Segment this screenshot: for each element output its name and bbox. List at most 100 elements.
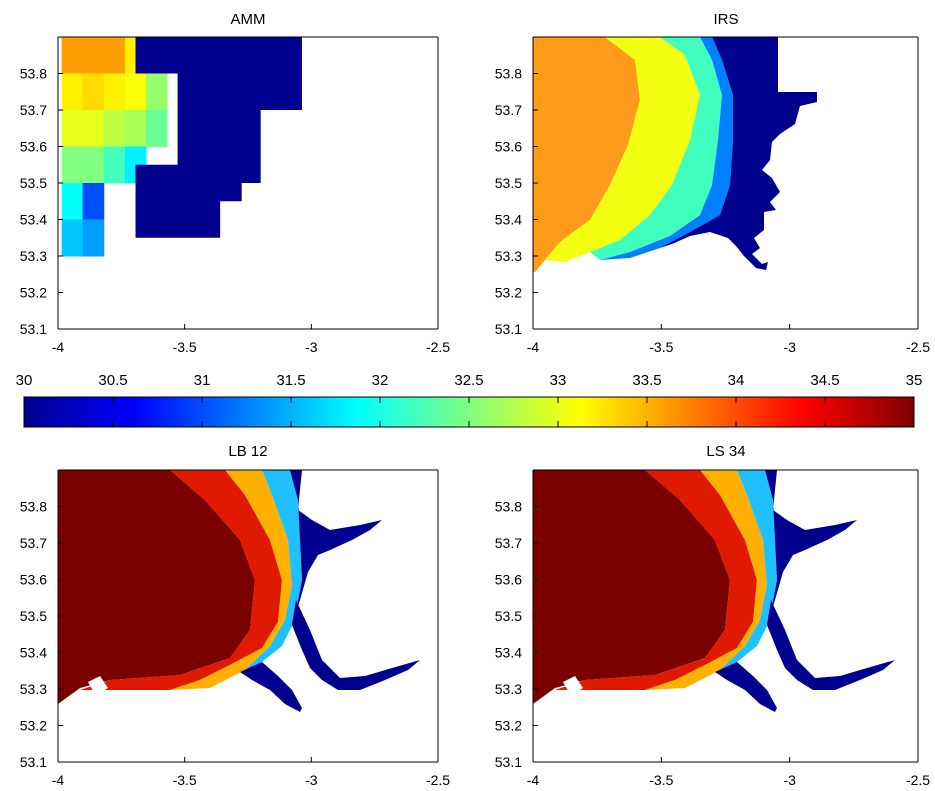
colorbar-tick-label: 34.5 bbox=[810, 372, 839, 389]
estuary-north bbox=[765, 470, 857, 612]
y-tick-label: 53.3 bbox=[20, 248, 47, 264]
salinity-field bbox=[533, 470, 895, 712]
y-tick-label: 53.8 bbox=[20, 499, 47, 515]
low-salinity-region bbox=[135, 37, 302, 238]
x-tick-label: -2.5 bbox=[426, 339, 450, 355]
y-axis: 53.1 53.2 53.3 53.4 53.5 53.6 53.7 53.8 bbox=[20, 37, 63, 337]
y-tick-label: 53.4 bbox=[20, 645, 47, 661]
colorbar-ticks: 30 30.5 31 31.5 32 32.5 33 33.5 34 34.5 35 bbox=[16, 372, 923, 427]
band-30 bbox=[660, 37, 817, 270]
panel-irs: IRS -4 -3.5 -3 -2.5 53.153.253.353.453.553.… bbox=[495, 11, 931, 355]
coast-patch bbox=[88, 676, 108, 696]
panel-title: IRS bbox=[713, 11, 738, 28]
heatmap-cell bbox=[124, 110, 147, 147]
colorbar-tick-label: 33.5 bbox=[632, 372, 661, 389]
estuary-channel bbox=[240, 662, 302, 712]
heatmap-cell bbox=[61, 183, 84, 220]
heatmap-cell bbox=[103, 37, 126, 74]
heatmap-cell bbox=[61, 73, 84, 111]
estuary-south bbox=[292, 600, 420, 690]
x-tick-label: -3 bbox=[783, 772, 796, 788]
heatmap-cell bbox=[124, 73, 147, 111]
panel-title: LS 34 bbox=[706, 443, 745, 460]
panel-title: AMM bbox=[231, 11, 266, 28]
heatmap-cell bbox=[61, 37, 84, 74]
x-tick-label: -4 bbox=[52, 339, 65, 355]
y-tick-label: 53.4 bbox=[495, 645, 522, 661]
panel-lb12: LB 12 -4 -3.5 -3 -2.5 53.153.253.353.453.55… bbox=[20, 443, 451, 788]
y-tick-label: 53.1 bbox=[20, 754, 47, 770]
y-tick-label: 53.6 bbox=[20, 572, 47, 588]
y-tick-label: 53.5 bbox=[20, 608, 47, 624]
y-tick-label: 53.1 bbox=[20, 321, 47, 337]
y-tick-label: 53.6 bbox=[495, 139, 522, 155]
band-35 bbox=[58, 470, 255, 704]
y-tick-label: 53.7 bbox=[495, 535, 522, 551]
band-34 bbox=[533, 37, 640, 272]
y-tick-label: 53.2 bbox=[495, 718, 522, 734]
heatmap-cell bbox=[61, 146, 84, 184]
y-tick-label: 53.3 bbox=[495, 681, 522, 697]
coast-patch bbox=[563, 676, 583, 696]
y-tick-label: 53.7 bbox=[20, 102, 47, 118]
band-32 bbox=[590, 37, 722, 260]
y-tick-label: 53.4 bbox=[495, 212, 522, 228]
heatmap-cell bbox=[82, 37, 105, 74]
y-axis: 53.1 53.2 53.3 53.4 53.5 53.6 53.7 53.8 bbox=[495, 37, 538, 337]
salinity-field bbox=[58, 470, 420, 712]
y-tick-label: 53.3 bbox=[495, 248, 522, 264]
y-tick-label: 53.2 bbox=[20, 718, 47, 734]
x-tick-label: -3 bbox=[305, 339, 318, 355]
y-tick-label: 53.8 bbox=[20, 66, 47, 82]
y-tick-label: 53.6 bbox=[20, 139, 47, 155]
heatmap-cell bbox=[103, 73, 126, 111]
panel-ls34: LS 34 -4 -3.5 -3 -2.5 53.153.253.353.453.55… bbox=[495, 443, 931, 788]
colorbar-tick-label: 32 bbox=[372, 372, 389, 389]
x-axis: -4 -3.5 -3 -2.5 bbox=[52, 757, 450, 788]
band-31 bbox=[600, 37, 733, 260]
y-tick-label: 53.8 bbox=[495, 66, 522, 82]
band-35 bbox=[533, 470, 730, 704]
x-tick-label: -2.5 bbox=[426, 772, 450, 788]
heatmap-cell bbox=[82, 183, 105, 220]
band-31 bbox=[245, 470, 302, 670]
x-axis: -4 -3.5 -3 -2.5 bbox=[527, 757, 930, 788]
y-tick-label: 53.4 bbox=[20, 212, 47, 228]
heatmap-cell bbox=[82, 219, 105, 257]
y-tick-label: 53.7 bbox=[495, 102, 522, 118]
x-tick-label: -2.5 bbox=[906, 339, 930, 355]
y-tick-label: 53.6 bbox=[495, 572, 522, 588]
heatmap-cell bbox=[103, 110, 126, 147]
x-axis: -4 -3.5 -3 -2.5 bbox=[52, 324, 450, 355]
colorbar-tick-label: 34 bbox=[728, 372, 745, 389]
y-tick-label: 53.3 bbox=[20, 681, 47, 697]
colorbar-tick-label: 31.5 bbox=[276, 372, 305, 389]
band-34 bbox=[555, 470, 757, 690]
estuary-south bbox=[767, 600, 895, 690]
heatmap-cell bbox=[82, 110, 105, 147]
heatmap-cell bbox=[145, 110, 168, 147]
heatmap-cell bbox=[103, 146, 126, 184]
heatmap-cell bbox=[82, 73, 105, 111]
y-tick-label: 53.2 bbox=[20, 285, 47, 301]
x-tick-label: -3.5 bbox=[173, 772, 197, 788]
x-tick-label: -4 bbox=[527, 339, 540, 355]
y-tick-label: 53.8 bbox=[495, 499, 522, 515]
panel-amm: AMM -4 -3.5 -3 -2.5 53.153.253.353.453.553.… bbox=[20, 11, 451, 355]
y-tick-label: 53.5 bbox=[495, 175, 522, 191]
salinity-field bbox=[533, 37, 817, 272]
colorbar: 30 30.5 31 31.5 32 32.5 33 33.5 34 34.5 35 bbox=[16, 372, 923, 428]
x-tick-label: -4 bbox=[527, 772, 540, 788]
x-tick-label: -3 bbox=[305, 772, 318, 788]
x-tick-label: -3.5 bbox=[173, 339, 197, 355]
x-tick-label: -3 bbox=[783, 339, 796, 355]
colorbar-tick-label: 30.5 bbox=[98, 372, 127, 389]
y-tick-label: 53.5 bbox=[495, 608, 522, 624]
band-34 bbox=[80, 470, 282, 690]
colorbar-tick-label: 35 bbox=[906, 372, 923, 389]
x-tick-label: -3.5 bbox=[649, 339, 673, 355]
colorbar-tick-label: 32.5 bbox=[454, 372, 483, 389]
heatmap-cell bbox=[145, 73, 168, 111]
band-31 bbox=[720, 470, 777, 670]
